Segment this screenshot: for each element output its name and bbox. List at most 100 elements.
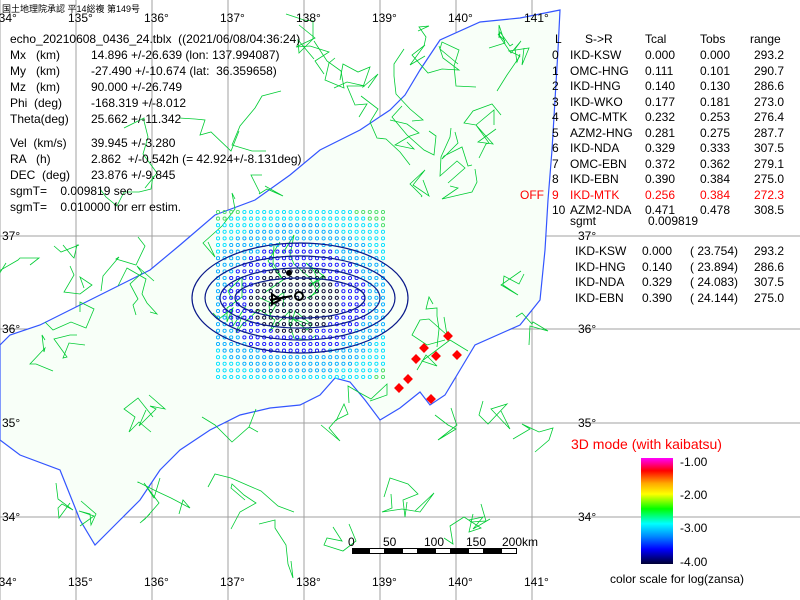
scale-segment xyxy=(467,548,484,554)
lon-label-bottom: 134° xyxy=(0,575,17,589)
param-value: 14.896 +/-26.639 (lon: 137.994087) xyxy=(91,48,280,62)
ref-pair: IKD-EBN xyxy=(575,290,624,305)
row-range: 273.0 xyxy=(754,94,785,109)
table-header: S->R xyxy=(585,32,613,46)
row-index: 9 xyxy=(552,187,559,202)
row-tobs: 0.130 xyxy=(700,79,731,93)
row-tcal: 0.471 xyxy=(645,203,676,217)
scale-segment xyxy=(484,548,501,554)
colorbar-tick: -1.00 xyxy=(680,455,708,469)
scale-segment xyxy=(434,548,451,554)
scale-tick: 100 xyxy=(424,535,445,549)
ref-paren: ( 23.754) xyxy=(690,244,739,258)
param-value: -168.319 +/-8.012 xyxy=(91,96,187,110)
lon-label-bottom: 136° xyxy=(144,575,169,589)
lat-label-left: 34° xyxy=(2,510,21,524)
row-tcal: 0.281 xyxy=(645,125,676,140)
row-tcal: 0.000 xyxy=(645,48,676,62)
row-range: 290.7 xyxy=(754,63,785,78)
lon-label-bottom: 138° xyxy=(296,575,321,589)
scale-tick: 150 xyxy=(466,535,487,549)
scale-segment xyxy=(500,548,517,554)
scale-segment xyxy=(418,548,435,554)
lat-label-left: 37° xyxy=(2,229,21,243)
row-tcal: 0.390 xyxy=(645,172,676,186)
lat-label-right: 37° xyxy=(578,229,597,243)
row-range: 308.5 xyxy=(754,203,785,217)
param-label: Mx (km) xyxy=(10,48,60,62)
lat-label-right: 35° xyxy=(578,416,597,430)
lon-label-top: 136° xyxy=(144,11,169,25)
colorbar-tick: -4.00 xyxy=(680,555,708,569)
row-tobs: 0.253 xyxy=(700,110,731,124)
lon-label-top: 140° xyxy=(448,11,473,25)
row-tcal: 0.232 xyxy=(645,110,676,124)
ref-t: 0.390 xyxy=(642,290,673,305)
lon-label-bottom: 135° xyxy=(68,575,93,589)
param-value: -27.490 +/-10.674 (lat: 36.359658) xyxy=(91,64,277,78)
row-pair: AZM2-NDA xyxy=(570,203,632,217)
map-credit: 国土地理院承認 平14総複 第149号 xyxy=(2,4,141,14)
ref-range: 307.5 xyxy=(754,275,785,289)
ref-pair: IKD-KSW xyxy=(575,244,627,258)
param-label: DEC (deg) xyxy=(10,168,71,182)
lon-label-top: 134° xyxy=(0,11,17,25)
colorbar-caption: color scale for log(zansa) xyxy=(610,572,745,586)
param-label: Theta(deg) xyxy=(10,112,69,126)
row-tobs: 0.275 xyxy=(700,125,731,140)
param-value: 90.000 +/-26.749 xyxy=(91,80,183,94)
file-title: echo_20210608_0436_24.tblx ((2021/06/08/… xyxy=(10,32,301,46)
row-range: 293.2 xyxy=(754,48,785,62)
param-value: 39.945 +/-3.280 xyxy=(91,136,176,150)
row-index: 4 xyxy=(552,110,559,124)
row-tcal: 0.140 xyxy=(645,79,676,93)
station-markers xyxy=(394,331,462,404)
sgmt-label: sgmt xyxy=(570,214,597,228)
lon-label-top: 139° xyxy=(372,11,397,25)
ref-range: 275.0 xyxy=(754,290,785,305)
ref-t: 0.329 xyxy=(642,275,673,289)
row-pair: OMC-EBN xyxy=(570,156,627,171)
lon-label-top: 141° xyxy=(524,11,549,25)
row-tcal: 0.111 xyxy=(645,63,674,78)
ref-paren: ( 24.083) xyxy=(690,275,739,289)
scale-segment xyxy=(352,548,369,554)
table-header: Tobs xyxy=(700,32,726,46)
row-pair: IKD-EBN xyxy=(570,172,619,186)
row-range: 286.6 xyxy=(754,79,785,93)
sgmt-line: sgmT= 0.009819 sec xyxy=(10,184,133,198)
mode-title: 3D mode (with kaibatsu) xyxy=(571,436,722,452)
row-index: 0 xyxy=(552,48,559,62)
param-label: My (km) xyxy=(10,64,60,78)
epicenter-marker xyxy=(269,270,304,306)
row-tobs: 0.181 xyxy=(700,94,731,109)
scale-tick: 200km xyxy=(502,535,539,549)
row-pair: IKD-KSW xyxy=(570,48,622,62)
row-range: 279.1 xyxy=(754,156,785,171)
ref-paren: ( 23.894) xyxy=(690,259,739,274)
row-index: 1 xyxy=(552,63,559,78)
colorbar xyxy=(641,458,673,564)
row-range: 287.7 xyxy=(754,125,785,140)
ref-t: 0.000 xyxy=(642,244,673,258)
param-label: RA (h) xyxy=(10,152,51,166)
row-pair: AZM2-HNG xyxy=(570,125,633,140)
lat-label-right: 34° xyxy=(578,510,597,524)
row-range: 307.5 xyxy=(754,141,785,155)
scale-tick: 50 xyxy=(383,535,397,549)
lon-label-bottom: 139° xyxy=(372,575,397,589)
param-label: Vel (km/s) xyxy=(10,136,67,150)
row-flag: OFF xyxy=(520,187,544,202)
lat-label-left: 35° xyxy=(2,416,21,430)
param-value: 23.876 +/-9.845 xyxy=(91,168,176,182)
param-label: Phi (deg) xyxy=(10,96,63,110)
lon-label-bottom: 137° xyxy=(220,575,245,589)
table-header: range xyxy=(750,32,781,46)
row-tobs: 0.384 xyxy=(700,172,731,186)
row-pair: OMC-HNG xyxy=(570,63,629,78)
row-pair: IKD-WKO xyxy=(570,94,623,109)
sgmt-line: sgmT= 0.010000 for err estim. xyxy=(10,200,182,214)
ref-paren: ( 24.144) xyxy=(690,290,739,305)
ref-t: 0.140 xyxy=(642,259,673,274)
